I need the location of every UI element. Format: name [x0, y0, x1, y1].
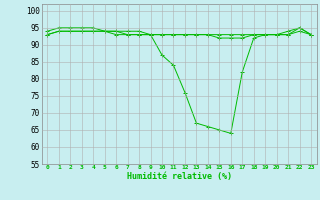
X-axis label: Humidité relative (%): Humidité relative (%) — [127, 172, 232, 181]
